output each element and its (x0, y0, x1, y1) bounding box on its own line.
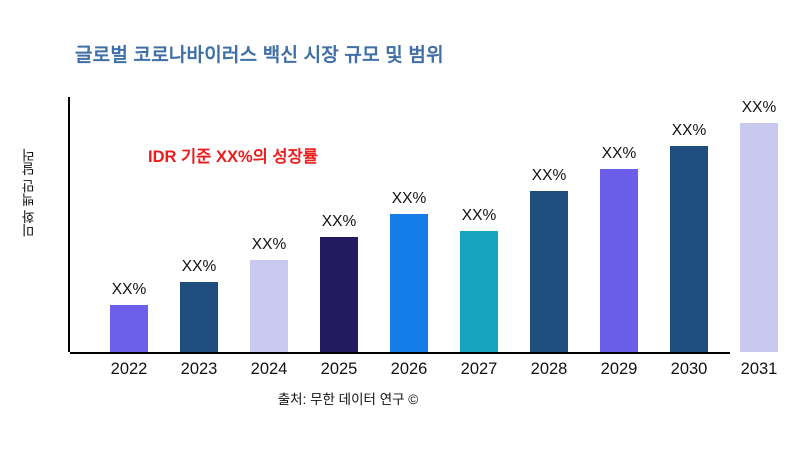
x-tick-2029: 2029 (600, 360, 638, 378)
bar-group-2022: XX% 2022 (110, 281, 148, 378)
bar-value-label-2026: XX% (391, 190, 427, 207)
x-tick-2026: 2026 (390, 360, 428, 378)
bar-group-2024: XX% 2024 (250, 236, 288, 378)
bar-value-label-2027: XX% (461, 207, 497, 224)
x-tick-2025: 2025 (320, 360, 358, 378)
x-tick-2028: 2028 (530, 360, 568, 378)
bar-2026 (390, 214, 428, 352)
bar-group-2028: XX% 2028 (530, 167, 568, 378)
bar-group-2029: XX% 2029 (600, 145, 638, 378)
bar-group-2023: XX% 2023 (180, 258, 218, 378)
x-axis-line (70, 352, 730, 354)
bar-2031 (740, 123, 778, 352)
x-tick-2024: 2024 (250, 360, 288, 378)
x-tick-2030: 2030 (670, 360, 708, 378)
bar-group-2027: XX% 2027 (460, 207, 498, 378)
bar-group-2031: XX% 2031 (740, 99, 778, 378)
page-title: 글로벌 코로나바이러스 백신 시장 규모 및 범위 (75, 45, 444, 66)
x-tick-2031: 2031 (740, 360, 778, 378)
bar-value-label-2022: XX% (111, 281, 147, 298)
bar-value-label-2025: XX% (321, 213, 357, 230)
bar-group-2026: XX% 2026 (390, 190, 428, 378)
bar-2028 (530, 191, 568, 352)
bar-value-label-2023: XX% (181, 258, 217, 275)
bar-value-label-2029: XX% (601, 145, 637, 162)
x-tick-2027: 2027 (460, 360, 498, 378)
plot-area: XX% 2022 XX% 2023 XX% 2024 XX% 2025 XX% 2026 XX% 20… (68, 97, 780, 378)
bar-group-2030: XX% 2030 (670, 122, 708, 378)
bar-2022 (110, 305, 148, 352)
bar-value-label-2028: XX% (531, 167, 567, 184)
source-attribution: 출처: 무한 데이터 연구 © (277, 392, 419, 407)
bar-2030 (670, 146, 708, 352)
bar-value-label-2030: XX% (671, 122, 707, 139)
x-tick-2022: 2022 (110, 360, 148, 378)
bar-2025 (320, 237, 358, 352)
bar-value-label-2024: XX% (251, 236, 287, 253)
growth-rate-annotation: IDR 기준 XX%의 성장률 (148, 148, 318, 166)
bar-value-label-2031: XX% (741, 99, 777, 116)
bar-group-2025: XX% 2025 (320, 213, 358, 378)
bar-2023 (180, 282, 218, 352)
bar-2027 (460, 231, 498, 352)
bar-2029 (600, 169, 638, 352)
y-axis-label: 미화 백만 달러 (22, 148, 37, 238)
x-tick-2023: 2023 (180, 360, 218, 378)
bar-2024 (250, 260, 288, 352)
